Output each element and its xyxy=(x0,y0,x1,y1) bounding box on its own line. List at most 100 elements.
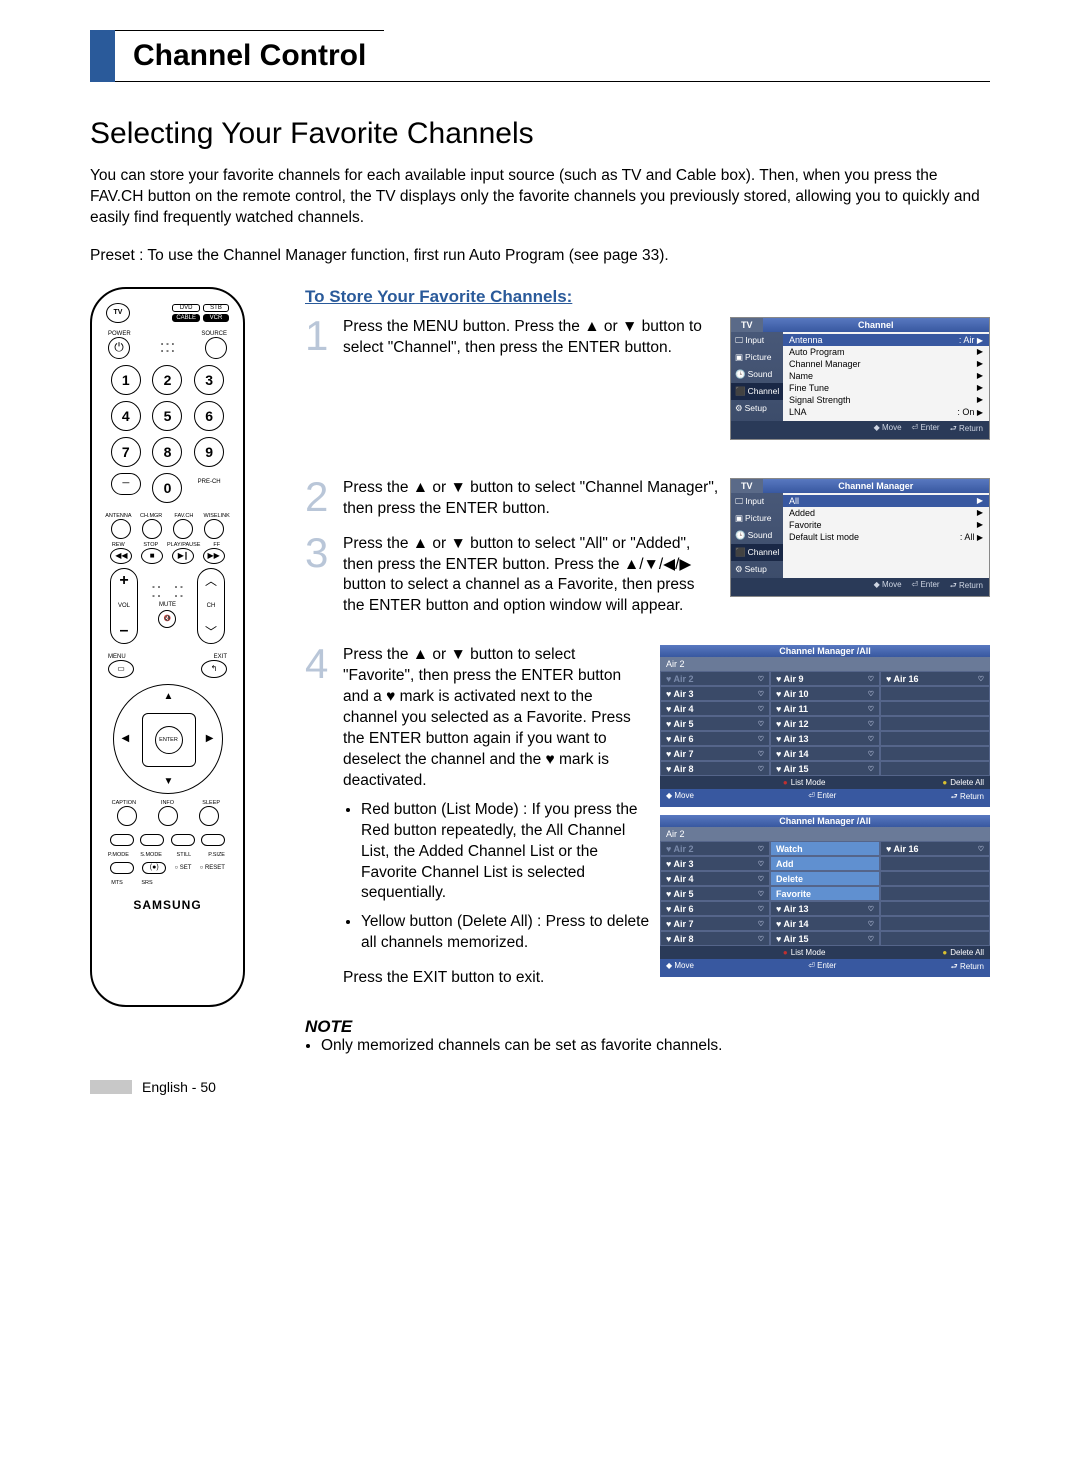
menu-button: ▭ xyxy=(108,660,134,678)
reset-label: ○ RESET xyxy=(200,865,225,871)
red-button xyxy=(110,834,134,846)
channel-manager-grid-1: Channel Manager /All Air 2 ♥ Air 2♡♥ Air… xyxy=(660,645,990,807)
osd1-side-input: 🖵 Input xyxy=(731,332,783,349)
channel-cell: ♥ Air 3♡ xyxy=(660,686,770,701)
channel-cell: ♥ Air 14♡ xyxy=(770,916,880,931)
remote-dvd: DVD xyxy=(172,304,200,312)
ff-label: FF xyxy=(200,542,233,548)
caption-button xyxy=(117,806,137,826)
header-accent xyxy=(90,30,115,82)
prech-label: PRE-CH xyxy=(194,479,224,503)
vol-rocker: + VOL – xyxy=(110,568,138,644)
srs-button: (●) xyxy=(142,862,166,874)
channel-cell: ♥ Air 8♡ xyxy=(660,931,770,946)
intro-text: You can store your favorite channels for… xyxy=(90,166,990,229)
osd1-side-channel: ⬛ Channel xyxy=(731,383,783,400)
set-label: ○ SET xyxy=(174,865,191,871)
source-button xyxy=(205,337,227,359)
step-2-number: 2 xyxy=(305,478,333,520)
note-item: Only memorized channels can be set as fa… xyxy=(321,1037,990,1055)
dpad: ▲ ▼ ◀ ▶ ENTER xyxy=(113,684,223,794)
ff-button: ▶▶ xyxy=(203,548,225,564)
footer-text: English - 50 xyxy=(142,1079,216,1095)
channel-cell: ♥ Air 14♡ xyxy=(770,746,880,761)
channel-cell: ♥ Air 15♡ xyxy=(770,931,880,946)
channel-cell: ♥ Air 13♡ xyxy=(770,901,880,916)
preset-text: Preset : To use the Channel Manager func… xyxy=(90,247,990,265)
channel-cell: ♥ Air 7♡ xyxy=(660,916,770,931)
brand-logo: SAMSUNG xyxy=(102,898,233,912)
channel-cell xyxy=(880,886,990,901)
section-title: Channel Control xyxy=(115,30,384,82)
blue-button xyxy=(201,834,225,846)
osd1-side-sound: 🕒 Sound xyxy=(731,366,783,383)
favch-button xyxy=(173,519,193,539)
channel-cell: ♥ Air 3♡ xyxy=(660,856,770,871)
remote-stb: STB xyxy=(203,304,229,312)
step-4-exit: Press the EXIT button to exit. xyxy=(343,968,650,989)
step-3-number: 3 xyxy=(305,534,333,618)
channel-cell: ♥ Air 11♡ xyxy=(770,701,880,716)
remote-tv-button: TV xyxy=(106,303,130,323)
step-2-3: 2 Press the ▲ or ▼ button to select "Cha… xyxy=(305,478,990,618)
exit-label: EXIT xyxy=(214,654,227,660)
osd1-side-setup: ⚙ Setup xyxy=(731,400,783,417)
channel-cell: ♥ Air 16♡ xyxy=(880,671,990,686)
channel-cell: ♥ Air 4♡ xyxy=(660,701,770,716)
wiselink-button xyxy=(204,519,224,539)
green-button xyxy=(140,834,164,846)
channel-cell: Add xyxy=(770,856,880,871)
channel-cell xyxy=(880,686,990,701)
mts-button xyxy=(110,862,134,874)
numpad: 1 2 3 4 5 6 7 8 9 — 0 PRE-CH xyxy=(102,359,233,507)
title-rule xyxy=(384,81,990,82)
power-button: ⏻ xyxy=(108,337,130,359)
info-label: INFO xyxy=(146,800,190,806)
channel-manager-grid-2: Channel Manager /All Air 2 ♥ Air 2♡Watch… xyxy=(660,815,990,977)
channel-cell: ♥ Air 9♡ xyxy=(770,671,880,686)
sleep-label: SLEEP xyxy=(189,800,233,806)
num-7: 7 xyxy=(111,437,141,467)
dash-button: — xyxy=(111,473,141,495)
remote-body: TV DVD CABLE STB VCR POWER SOURCE ⏻ xyxy=(90,287,245,1007)
favch-label: FAV.CH xyxy=(168,513,201,519)
channel-cell: ♥ Air 12♡ xyxy=(770,716,880,731)
channel-cell: ♥ Air 5♡ xyxy=(660,716,770,731)
step-1-number: 1 xyxy=(305,317,333,355)
osd2-tv: TV xyxy=(731,479,763,493)
channel-cell xyxy=(880,931,990,946)
footer-block xyxy=(90,1080,132,1094)
srs-label: SRS xyxy=(132,880,162,886)
step-3-text: Press the ▲ or ▼ button to select "All" … xyxy=(343,534,720,618)
wiselink-label: WISELINK xyxy=(200,513,233,519)
remote-illustration: TV DVD CABLE STB VCR POWER SOURCE ⏻ xyxy=(90,287,270,1055)
psize-label: P.SIZE xyxy=(200,852,233,858)
yellow-button xyxy=(171,834,195,846)
ch-rocker: ︿ CH ﹀ xyxy=(197,568,225,644)
antenna-label: ANTENNA xyxy=(102,513,135,519)
page-subtitle: Selecting Your Favorite Channels xyxy=(90,117,990,151)
channel-cell: ♥ Air 13♡ xyxy=(770,731,880,746)
sleep-button xyxy=(199,806,219,826)
remote-vcr: VCR xyxy=(203,314,229,322)
pmode-label: P.MODE xyxy=(102,852,135,858)
chmgr-label: CH.MGR xyxy=(135,513,168,519)
step-1-text: Press the MENU button. Press the ▲ or ▼ … xyxy=(343,317,720,359)
stop-label: STOP xyxy=(135,542,168,548)
channel-cell: Favorite xyxy=(770,886,880,901)
num-6: 6 xyxy=(194,401,224,431)
channel-cell xyxy=(880,761,990,776)
osd-channel-manager: TV Channel Manager 🖵 Input ▣ Picture 🕒 S… xyxy=(730,478,990,597)
play-button: ▶∥ xyxy=(172,548,194,564)
rew-button: ◀◀ xyxy=(110,548,132,564)
step-4-number: 4 xyxy=(305,645,333,683)
channel-cell: Delete xyxy=(770,871,880,886)
exit-button: ↰ xyxy=(201,660,227,678)
channel-cell xyxy=(880,856,990,871)
channel-cell: Watch xyxy=(770,841,880,856)
osd2-sidebar: 🖵 Input ▣ Picture 🕒 Sound ⬛ Channel ⚙ Se… xyxy=(731,493,783,578)
section-header: Channel Control xyxy=(90,30,990,82)
smode-label: S.MODE xyxy=(135,852,168,858)
num-2: 2 xyxy=(152,365,182,395)
osd1-tv: TV xyxy=(731,318,763,332)
